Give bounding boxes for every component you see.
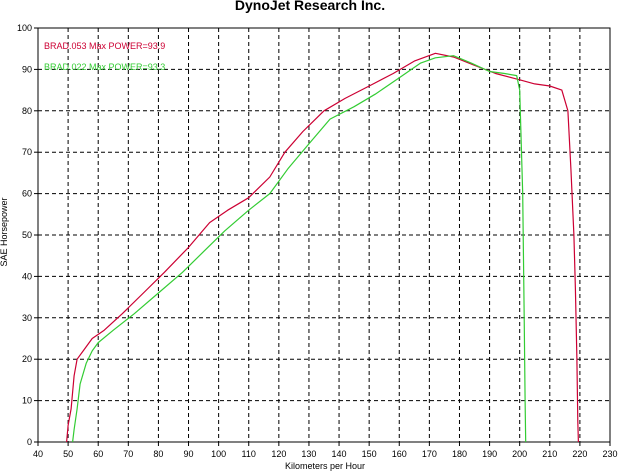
- y-tick-label: 50: [22, 230, 32, 240]
- x-tick-label: 110: [242, 449, 256, 459]
- y-tick-label: 10: [22, 396, 32, 406]
- y-tick-label: 70: [22, 147, 32, 157]
- x-tick-label: 50: [63, 449, 73, 459]
- x-tick-label: 170: [422, 449, 437, 459]
- x-tick-label: 210: [542, 449, 557, 459]
- x-tick-label: 180: [452, 449, 467, 459]
- series-lines: [66, 52, 579, 443]
- series-line-2: [72, 55, 527, 443]
- x-axis-label: Kilometers per Hour: [285, 461, 365, 471]
- x-tick-label: 150: [362, 449, 377, 459]
- y-tick-label: 30: [22, 313, 32, 323]
- x-tick-label: 90: [184, 449, 194, 459]
- x-tick-label: 60: [93, 449, 103, 459]
- x-tick-label: 70: [123, 449, 133, 459]
- x-tick-label: 100: [211, 449, 226, 459]
- x-tick-label: 40: [33, 449, 43, 459]
- y-tick-label: 60: [22, 189, 32, 199]
- legend: BRAD.053 Max POWER=93.9 BRAD.022 Max POWE…: [44, 41, 165, 72]
- x-tick-label: 140: [332, 449, 347, 459]
- y-tick-label: 0: [27, 437, 32, 447]
- grid-lines: [37, 27, 611, 443]
- x-tick-label: 130: [301, 449, 316, 459]
- legend-entry-2: BRAD.022 Max POWER=93.3: [44, 62, 165, 72]
- x-tick-label: 120: [271, 449, 286, 459]
- y-tick-label: 90: [22, 64, 32, 74]
- series-line-1: [66, 52, 579, 443]
- tick-labels: 40 50 60 70 80 90 100 110 120 130 140 150 160 170 180 1…: [17, 23, 618, 459]
- x-tick-label: 160: [392, 449, 407, 459]
- legend-entry-1: BRAD.053 Max POWER=93.9: [44, 41, 165, 51]
- chart-title: DynoJet Research Inc.: [235, 0, 385, 13]
- y-tick-label: 40: [22, 271, 32, 281]
- x-tick-label: 230: [602, 449, 617, 459]
- y-axis-label: SAE Horsepower: [0, 197, 9, 266]
- x-tick-label: 220: [572, 449, 587, 459]
- x-tick-label: 190: [482, 449, 497, 459]
- x-tick-label: 80: [153, 449, 163, 459]
- y-tick-label: 100: [17, 23, 32, 33]
- y-tick-label: 20: [22, 354, 32, 364]
- x-tick-label: 200: [512, 449, 527, 459]
- y-tick-label: 80: [22, 106, 32, 116]
